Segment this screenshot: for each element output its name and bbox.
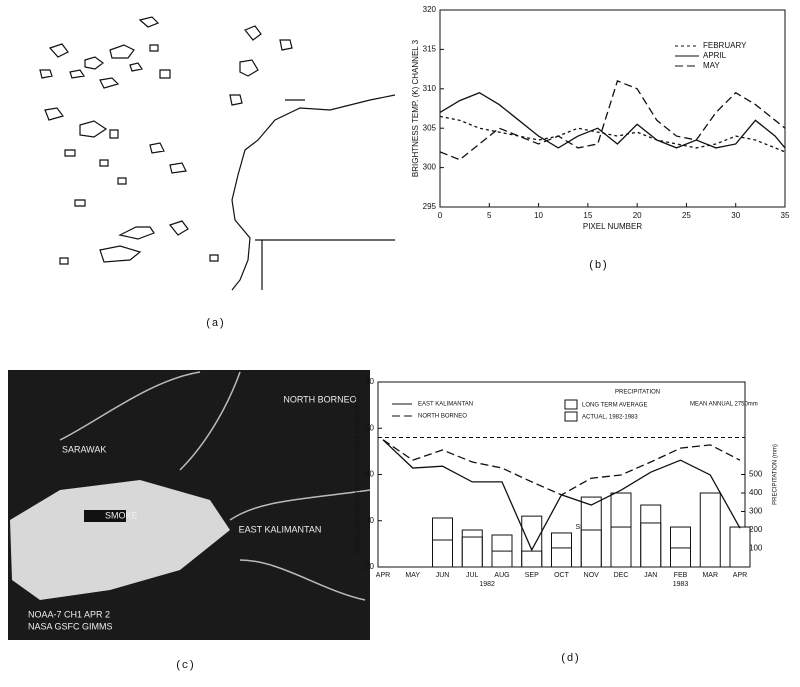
x-tick-label: 0 [438, 211, 443, 220]
legend-label: FEBRUARY [703, 41, 747, 50]
precip-bar [433, 540, 453, 567]
plot-frame [440, 10, 785, 207]
map-a [10, 10, 395, 290]
x-tick-label: 20 [633, 211, 642, 220]
precip-bar [581, 530, 601, 567]
y-tick-label: 315 [423, 45, 437, 54]
y2-axis-label: PRECIPITATION (mm) [773, 444, 779, 505]
precip-bar [700, 493, 720, 567]
y-tick-label: .30 [363, 516, 375, 525]
legend-swatch [565, 412, 577, 421]
caption: (a) [205, 318, 225, 330]
series-line [440, 81, 785, 160]
map-label: EAST KALIMANTAN [239, 524, 322, 534]
cloud-outlines [40, 17, 305, 264]
x-tick-label: OCT [554, 572, 570, 579]
precip-title: PRECIPITATION [615, 390, 660, 396]
x-tick-label: 35 [781, 211, 790, 220]
x-tick-label: MAY [405, 572, 420, 579]
map-label: NOAA-7 CH1 APR 2 [28, 609, 110, 619]
legend-label: LONG TERM AVERAGE [582, 403, 647, 409]
y2-tick-label: 100 [749, 544, 763, 553]
x-tick-label: 5 [487, 211, 492, 220]
x-tick-label: SEP [525, 572, 539, 579]
precip-bar [522, 551, 542, 567]
y2-tick-label: 400 [749, 488, 763, 497]
map-label: SMOKE [105, 510, 138, 520]
y-tick-label: 320 [423, 5, 437, 14]
y-tick-label: .50 [363, 423, 375, 432]
y-tick-label: 305 [423, 123, 437, 132]
precip-bar [611, 527, 631, 567]
map-label: SARAWAK [62, 444, 106, 454]
satellite-image [8, 370, 370, 640]
x-tick-label: FEB [674, 572, 688, 579]
figure: (a) (b) (c) (d) NORTH BORNEO SARAWAK SMOKE EAST… [0, 0, 800, 682]
map-label: NORTH BORNEO [283, 394, 356, 404]
precip-bar [462, 537, 482, 567]
series-line [440, 93, 785, 148]
map-label: NASA GSFC GIMMS [28, 621, 113, 631]
page: (a) (b) (c) (d) NORTH BORNEO SARAWAK SMOKE EAST… [0, 0, 800, 687]
legend-label: NORTH BORNEO [418, 414, 467, 420]
y-tick-label: 300 [423, 163, 437, 172]
year-label: 1983 [673, 581, 689, 588]
legend-label: MAY [703, 61, 720, 70]
x-tick-label: JUL [466, 572, 479, 579]
y-axis-label: NORMALIZED DIFFERENCE VEGETATION INDEX (… [356, 395, 362, 554]
series-line [383, 440, 740, 495]
x-tick-label: 25 [682, 211, 691, 220]
x-tick-label: JAN [644, 572, 657, 579]
x-tick-label: 10 [534, 211, 543, 220]
coastline [232, 95, 395, 290]
year-label: 1982 [479, 581, 495, 588]
x-tick-label: APR [733, 572, 747, 579]
y-axis-label: BRIGHTNESS TEMP. (K) CHANNEL 3 [411, 39, 420, 177]
legend-label: ACTUAL, 1982-1983 [582, 415, 638, 421]
legend-label: EAST KALIMANTAN [418, 402, 473, 408]
x-tick-label: 30 [731, 211, 740, 220]
legend-label: APRIL [703, 51, 727, 60]
x-tick-label: JUN [436, 572, 450, 579]
caption: (b) [588, 260, 608, 272]
caption: (d) [560, 653, 580, 665]
x-tick-label: DEC [614, 572, 629, 579]
x-tick-label: NOV [584, 572, 600, 579]
x-tick-label: APR [376, 572, 390, 579]
y-tick-label: 310 [423, 84, 437, 93]
y-tick-label: 60 [365, 377, 374, 386]
border [255, 240, 395, 290]
x-tick-label: 15 [583, 211, 592, 220]
x-tick-label: AUG [494, 572, 509, 579]
annotation: MEAN ANNUAL 2750mm [690, 402, 758, 408]
y2-tick-label: 300 [749, 507, 763, 516]
precip-bar [641, 523, 661, 567]
precip-bar [492, 551, 512, 567]
y2-tick-label: 200 [749, 525, 763, 534]
legend-swatch [565, 400, 577, 409]
y-tick-label: 295 [423, 202, 437, 211]
precip-bar [671, 548, 691, 567]
y2-tick-label: 500 [749, 470, 763, 479]
precip-bar [552, 548, 572, 567]
x-tick-label: MAR [702, 572, 718, 579]
y-tick-label: .20 [363, 562, 375, 571]
precip-bar [730, 527, 750, 567]
y-tick-label: .40 [363, 470, 375, 479]
x-axis-label: PIXEL NUMBER [583, 222, 642, 231]
caption: (c) [175, 660, 195, 672]
